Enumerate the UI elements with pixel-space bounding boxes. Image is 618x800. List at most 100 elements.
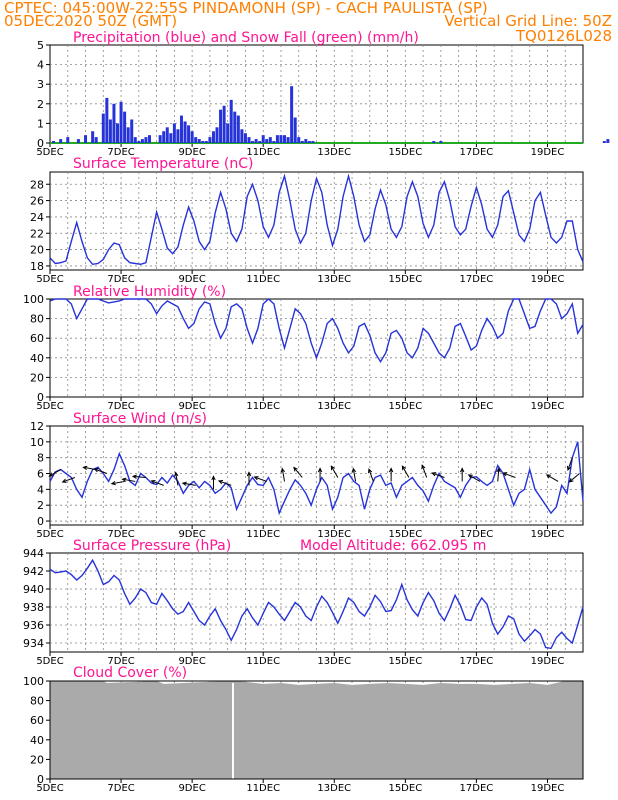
header-line2-left: 05DEC2020 50Z (GMT): [4, 12, 177, 30]
wind-arrow-head: [217, 480, 224, 485]
cloud-xtick-label: 5DEC: [36, 783, 63, 794]
wind-arrow-head: [150, 480, 156, 485]
wind-xtick-label: 15DEC: [388, 529, 422, 540]
humidity-xtick-label: 7DEC: [107, 401, 134, 412]
temperature-series-line: [49, 173, 584, 266]
humidity-xtick-label: 11DEC: [246, 401, 280, 412]
wind-arrow: [174, 471, 179, 486]
wind-arrow: [131, 474, 146, 479]
wind-arrow-head: [368, 468, 373, 474]
humidity-series-line: [49, 298, 584, 364]
wind-xtick-label: 7DEC: [107, 529, 134, 540]
header-line2-right: Vertical Grid Line: 50Z: [444, 12, 612, 30]
wind-arrow: [293, 466, 303, 478]
wind-xtick-label: 11DEC: [246, 529, 280, 540]
precip-bar: [201, 141, 205, 143]
precip-bar: [439, 141, 443, 143]
precip-bar: [311, 141, 315, 143]
precip-bar: [247, 137, 251, 143]
precip-bar: [108, 119, 112, 143]
wind-arrow-head: [93, 468, 99, 473]
pressure-panel: 934 936 938 940 942 944 5DEC 7DEC 9DEC 11DEC 13DEC…: [23, 547, 584, 667]
wind-arrow-head: [459, 467, 465, 473]
cloud-ytick-label: 40: [30, 734, 44, 747]
humidity-ytick-label: 0: [37, 391, 44, 404]
wind-arrow-shaft: [432, 472, 445, 478]
wind-arrow: [496, 467, 501, 482]
wind-arrow-head: [421, 464, 426, 470]
precip-bar: [91, 131, 95, 143]
precip-bar: [123, 111, 127, 143]
humidity-ytick-label: 20: [30, 371, 44, 384]
precip-ytick-label: 0: [37, 137, 44, 150]
precip-bar: [176, 129, 180, 143]
wind-xtick-label: 5DEC: [36, 529, 63, 540]
wind-arrow: [253, 476, 267, 482]
wind-arrow: [330, 465, 339, 478]
precip-bar: [258, 141, 262, 143]
wind-arrow-shaft: [132, 475, 146, 478]
precip-xtick-label: 11DEC: [246, 147, 280, 158]
wind-arrow-head: [545, 474, 551, 479]
precip-bar: [119, 101, 123, 143]
wind-arrow: [211, 475, 216, 490]
pressure-xtick-label: 13DEC: [317, 656, 351, 667]
precip-ytick-label: 4: [37, 59, 44, 72]
precip-bar: [265, 139, 269, 143]
wind-arrow: [317, 467, 323, 482]
wind-arrow-head: [110, 480, 116, 486]
precip-bar: [300, 141, 304, 143]
wind-arrow-shaft: [254, 476, 267, 482]
precip-bar: [215, 127, 219, 143]
wind-series-line: [49, 441, 584, 516]
precip-bar: [307, 141, 311, 143]
precip-bar: [290, 86, 294, 143]
cloud-ytick-label: 100: [23, 675, 44, 688]
wind-arrow-shaft: [49, 469, 61, 477]
precip-xtick-label: 17DEC: [460, 147, 494, 158]
wind-arrow-head: [293, 466, 298, 472]
wind-arrow-shaft: [421, 465, 428, 478]
precip-xtick-label: 5DEC: [36, 147, 63, 158]
wind-arrow-shaft: [182, 482, 196, 486]
temperature-ytick-label: 20: [30, 244, 44, 257]
wind-arrow: [181, 481, 196, 486]
precip-bar: [254, 139, 258, 143]
wind-arrow: [121, 477, 136, 482]
precip-bar: [158, 135, 162, 143]
wind-ytick-label: 4: [37, 483, 44, 496]
precip-bar: [169, 133, 173, 143]
humidity-ytick-label: 60: [30, 332, 44, 345]
wind-arrow: [401, 465, 410, 478]
wind-arrow-head: [431, 472, 437, 477]
wind-arrow-shaft: [497, 468, 500, 482]
wind-arrow-shaft: [151, 480, 164, 486]
wind-arrow-shaft: [401, 465, 410, 478]
temperature-xtick-label: 11DEC: [246, 274, 280, 285]
wind-ytick-label: 12: [30, 420, 44, 433]
wind-title: Surface Wind (m/s): [73, 411, 207, 427]
precip-bar: [283, 135, 287, 143]
wind-arrow-head: [121, 477, 127, 482]
precip-ytick-label: 2: [37, 98, 44, 111]
precip-bar: [432, 141, 436, 143]
precip-bar: [229, 99, 233, 143]
precip-bar: [144, 137, 148, 143]
wind-arrow-shaft: [218, 480, 232, 486]
precip-bar: [172, 123, 176, 143]
humidity-panel: 0 20 40 60 80 100 5DEC 7DEC 9DEC 11DEC 13DEC 15DEC 1…: [23, 293, 584, 412]
wind-arrow: [459, 467, 465, 482]
precip-bar: [133, 137, 137, 143]
wind-arrow-shaft: [468, 474, 481, 482]
humidity-xtick-label: 19DEC: [531, 401, 565, 412]
precip-bar: [183, 121, 187, 143]
precip-bar: [197, 139, 201, 143]
cloud-frame-overlay: [49, 680, 584, 780]
precip-bar: [222, 105, 226, 143]
precip-title: Precipitation (blue) and Snow Fall (gree…: [73, 30, 419, 46]
wind-arrow-shaft: [281, 468, 286, 482]
precip-xtick-label: 7DEC: [107, 147, 134, 158]
wind-arrow: [351, 467, 357, 482]
wind-arrow-shaft: [111, 480, 125, 485]
